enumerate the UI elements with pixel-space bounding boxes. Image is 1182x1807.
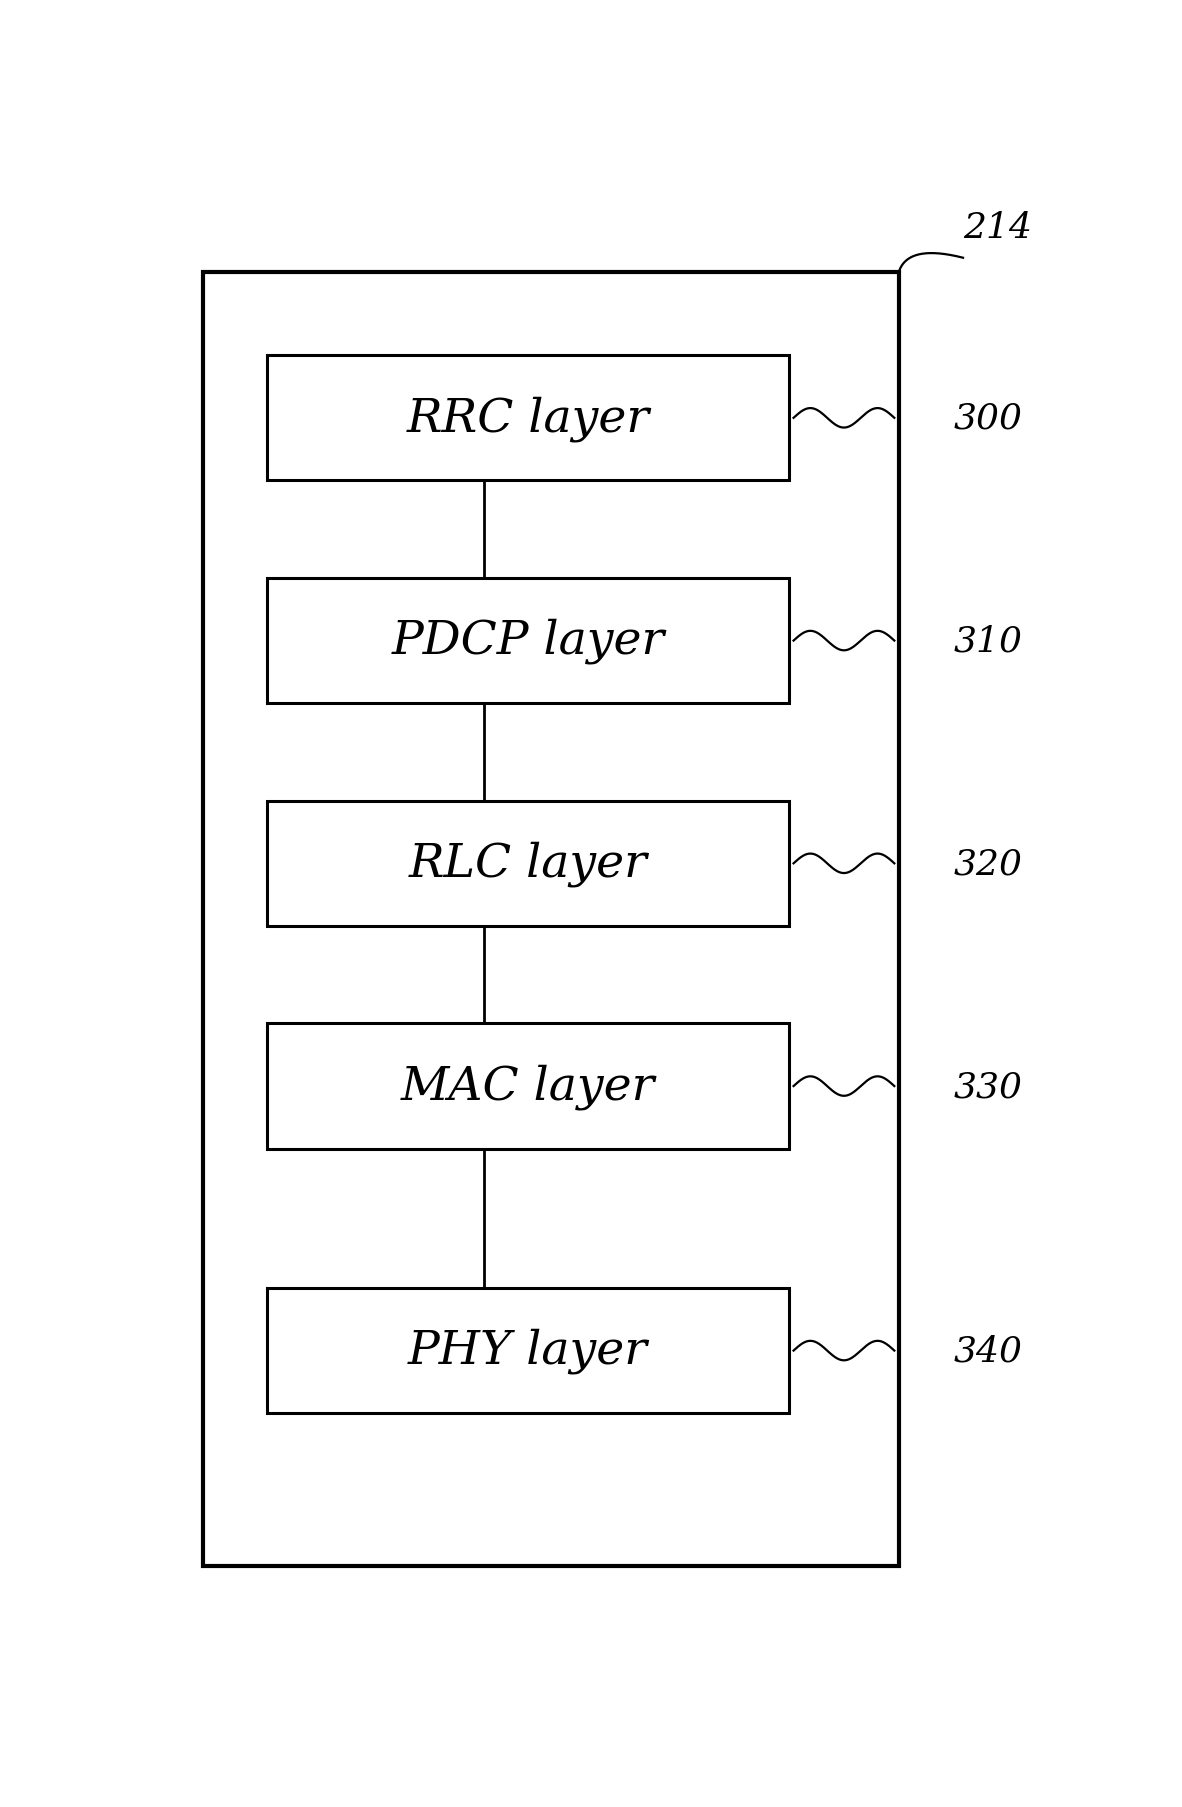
Text: RRC layer: RRC layer — [407, 396, 649, 441]
Bar — [203, 273, 898, 1567]
Text: PDCP layer: PDCP layer — [391, 618, 664, 665]
Text: 340: 340 — [954, 1334, 1022, 1368]
Text: PHY layer: PHY layer — [408, 1328, 648, 1373]
Bar — [267, 356, 788, 481]
Text: 300: 300 — [954, 401, 1022, 435]
Bar — [267, 801, 788, 927]
Text: 310: 310 — [954, 623, 1022, 658]
Bar — [267, 1025, 788, 1149]
Text: 214: 214 — [963, 211, 1032, 244]
Bar — [267, 578, 788, 705]
Text: 320: 320 — [954, 847, 1022, 880]
Text: 330: 330 — [954, 1070, 1022, 1104]
Text: MAC layer: MAC layer — [401, 1064, 655, 1109]
Text: RLC layer: RLC layer — [409, 840, 648, 887]
Bar — [267, 1288, 788, 1413]
